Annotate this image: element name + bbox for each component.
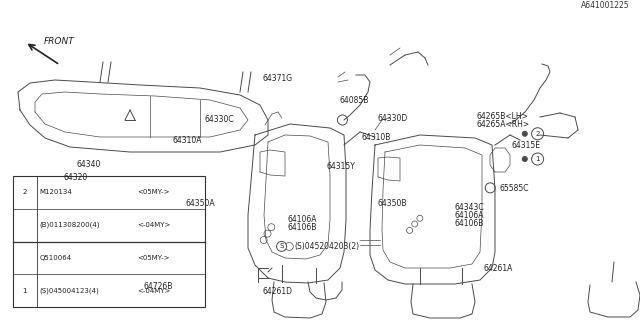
Text: 64340: 64340 [77, 160, 101, 169]
Text: 2: 2 [23, 189, 27, 196]
Circle shape [522, 156, 527, 162]
Text: A641001225: A641001225 [581, 1, 630, 10]
Text: 64310A: 64310A [173, 136, 202, 145]
Text: 64330D: 64330D [378, 114, 408, 123]
Text: <05MY->: <05MY-> [138, 255, 170, 261]
Circle shape [276, 241, 287, 252]
Text: 64106B: 64106B [454, 220, 484, 228]
Circle shape [19, 285, 31, 297]
Circle shape [19, 186, 31, 198]
Text: 64343C: 64343C [454, 204, 484, 212]
Text: 64320: 64320 [64, 173, 88, 182]
Circle shape [522, 131, 527, 136]
Text: 1: 1 [535, 156, 540, 162]
Bar [13, 176, 205, 307]
Text: 64261D: 64261D [262, 287, 292, 296]
Text: 64330C: 64330C [205, 116, 234, 124]
Text: 64315Y: 64315Y [326, 162, 355, 171]
Text: FRONT: FRONT [44, 37, 74, 46]
Text: 1: 1 [22, 288, 28, 294]
Text: Q510064: Q510064 [40, 255, 72, 261]
Text: (S)045204203(2): (S)045204203(2) [294, 242, 360, 251]
Text: 64106A: 64106A [288, 215, 317, 224]
Text: S: S [280, 244, 284, 249]
Text: 64315E: 64315E [512, 141, 541, 150]
Text: 64350A: 64350A [186, 199, 215, 208]
Text: 64265A<RH>: 64265A<RH> [477, 120, 530, 129]
Text: 64106A: 64106A [454, 212, 484, 220]
Text: <-04MY>: <-04MY> [138, 288, 171, 294]
Text: M120134: M120134 [40, 189, 72, 196]
Text: 64371G: 64371G [262, 74, 292, 83]
Text: 65585C: 65585C [499, 184, 529, 193]
Text: 64350B: 64350B [378, 199, 407, 208]
Circle shape [532, 128, 543, 140]
Text: 64310B: 64310B [362, 133, 391, 142]
Text: 2: 2 [536, 131, 540, 137]
Text: 64265B<LH>: 64265B<LH> [477, 112, 529, 121]
Text: 64261A: 64261A [483, 264, 513, 273]
Text: 64106B: 64106B [288, 223, 317, 232]
Text: <05MY->: <05MY-> [138, 189, 170, 196]
Text: 64726B: 64726B [143, 282, 173, 291]
Text: (B)011308200(4): (B)011308200(4) [40, 222, 100, 228]
Circle shape [532, 153, 543, 165]
Text: <-04MY>: <-04MY> [138, 222, 171, 228]
Text: (S)045004123(4): (S)045004123(4) [40, 288, 99, 294]
Text: 64085B: 64085B [339, 96, 369, 105]
